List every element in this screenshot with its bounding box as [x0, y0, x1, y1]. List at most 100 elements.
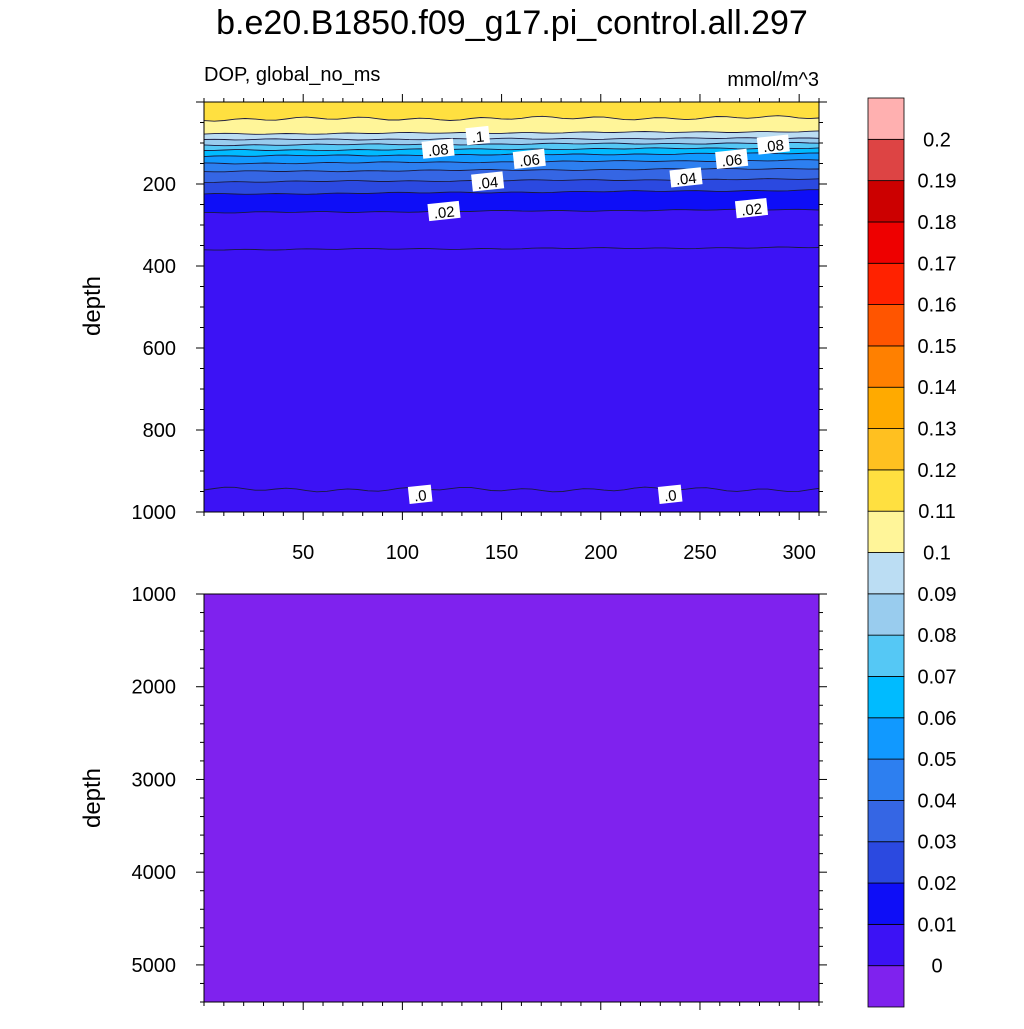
colorbar-swatch [867, 304, 905, 347]
contour-label: .0 [663, 487, 677, 505]
contour-line [203, 147, 820, 152]
contour-band [204, 247, 819, 512]
colorbar-swatch [867, 634, 905, 677]
contour-label: .08 [762, 137, 785, 156]
x-tick-label: 250 [683, 542, 716, 564]
colorbar-tick-label: 0.05 [918, 749, 957, 771]
contour-label: .04 [675, 170, 698, 189]
y-tick-label: 2000 [132, 677, 177, 699]
colorbar-swatch [867, 386, 905, 429]
colorbar-swatch [867, 345, 905, 388]
y-tick-label: 600 [143, 338, 176, 360]
colorbar-swatch [867, 552, 905, 595]
units-label: mmol/m^3 [727, 69, 819, 91]
contour-label: .02 [740, 201, 763, 220]
lower-panel: 1000 2000 3000 4000 5000 [132, 584, 827, 1010]
colorbar-swatch [867, 923, 905, 967]
upper-panel: .08 .1 .06 .04 .02 .04 .06 .08 .02 .0 .0 200 400 600 8… [132, 94, 827, 564]
contour-label-box [657, 484, 683, 504]
colorbar-tick-label: 0.06 [918, 708, 957, 730]
colorbar-swatch [867, 965, 905, 1008]
y-tick-label: 5000 [132, 955, 177, 977]
contour-label: .0 [413, 487, 427, 505]
colorbar-swatch [867, 97, 905, 140]
contour-line [203, 178, 820, 184]
colorbar-tick-label: 0.17 [918, 253, 957, 275]
colorbar-tick-label: 0.2 [923, 129, 951, 151]
colorbar: 0 0.01 0.02 0.03 0.04 0.05 0.06 0.07 0.08 0.09 0.1… [867, 97, 957, 1008]
x-tick-label: 150 [485, 542, 518, 564]
colorbar-tick-label: 0.12 [918, 460, 957, 482]
colorbar-tick-label: 0.07 [918, 666, 957, 688]
colorbar-swatch [867, 717, 905, 760]
colorbar-swatch [867, 262, 905, 305]
x-tick-label: 300 [782, 542, 815, 564]
colorbar-tick-label: 0.14 [918, 377, 957, 399]
lower-y-axis-label: depth [79, 768, 106, 828]
lower-panel-fill [204, 594, 819, 1002]
chart-title: b.e20.B1850.f09_g17.pi_control.all.297 [216, 4, 808, 42]
contour-line [203, 137, 820, 141]
colorbar-swatch [867, 841, 905, 884]
colorbar-tick-label: 0.03 [918, 832, 957, 854]
x-tick-label: 200 [584, 542, 617, 564]
colorbar-tick-label: 0.16 [918, 295, 957, 317]
contour-label: .1 [471, 128, 485, 146]
contour-line [203, 486, 820, 493]
upper-y-axis-label: depth [79, 276, 106, 336]
contour-label-box [756, 134, 790, 155]
contour-line [203, 115, 820, 122]
colorbar-tick-label: 0.02 [918, 873, 957, 895]
colorbar-swatch [867, 676, 905, 719]
contour-label-box [421, 138, 455, 159]
colorbar-swatch [867, 593, 905, 636]
contour-label: .02 [433, 203, 456, 222]
contour-label-box [669, 167, 703, 188]
contour-line [203, 208, 820, 214]
contour-label: .06 [721, 151, 744, 170]
colorbar-tick-label: 0.1 [923, 543, 951, 565]
colorbar-tick-label: 0 [931, 956, 942, 978]
contour-line [203, 167, 820, 173]
colorbar-tick-label: 0.19 [918, 171, 957, 193]
contour-label-box [471, 171, 505, 192]
y-tick-label: 400 [143, 256, 176, 278]
colorbar-tick-label: 0.09 [918, 584, 957, 606]
y-tick-label: 800 [143, 420, 176, 442]
y-tick-label: 1000 [132, 584, 177, 606]
contour-line [203, 246, 820, 251]
y-tick-label: 200 [143, 174, 176, 196]
colorbar-tick-label: 0.11 [918, 501, 955, 523]
contour-label-box [407, 484, 433, 504]
contour-label-box [427, 200, 461, 222]
contour-label-box [465, 125, 491, 146]
colorbar-tick-label: 0.01 [918, 914, 957, 936]
y-tick-label: 3000 [132, 769, 177, 791]
colorbar-tick-label: 0.13 [918, 419, 957, 441]
x-tick-label: 100 [386, 542, 419, 564]
colorbar-tick-label: 0.18 [918, 212, 957, 234]
colorbar-swatch [867, 882, 905, 925]
colorbar-swatch [867, 180, 905, 223]
contour-label-box [512, 148, 546, 170]
contour-label-box [734, 198, 769, 219]
contour-label: .06 [518, 151, 541, 170]
contour-line [203, 130, 820, 135]
colorbar-swatch [867, 800, 905, 843]
contour-line [203, 189, 819, 195]
colorbar-swatch [867, 758, 905, 801]
contour-label: .04 [477, 174, 500, 193]
colorbar-swatch [867, 138, 905, 182]
colorbar-tick-label: 0.04 [918, 790, 957, 812]
x-tick-label: 50 [292, 542, 314, 564]
y-tick-label: 4000 [132, 862, 177, 884]
variable-label: DOP, global_no_ms [204, 64, 380, 86]
colorbar-tick-label: 0.08 [918, 625, 957, 647]
colorbar-swatch [867, 221, 905, 264]
y-tick-label: 1000 [132, 502, 177, 524]
colorbar-swatch [867, 428, 905, 471]
contour-label-box [715, 148, 749, 170]
contour-label: .08 [427, 141, 450, 160]
